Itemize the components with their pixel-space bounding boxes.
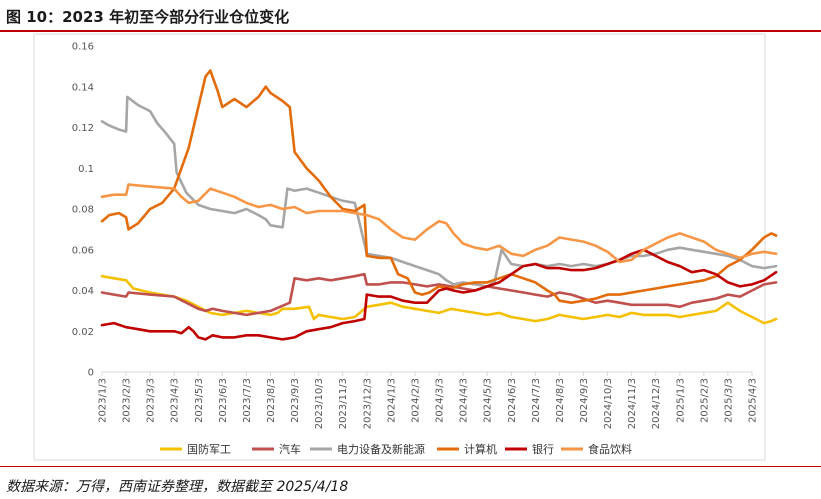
x-tick-label: 2023/11/3 xyxy=(338,378,349,429)
x-tick-label: 2023/10/3 xyxy=(314,378,325,429)
x-tick-label: 2024/1/3 xyxy=(386,378,397,423)
y-tick-label: 0.04 xyxy=(72,286,94,297)
x-tick-label: 2024/11/3 xyxy=(627,378,638,429)
x-tick-label: 2025/1/3 xyxy=(675,378,686,423)
x-tick-label: 2023/5/3 xyxy=(194,378,205,423)
top-divider xyxy=(0,30,821,32)
x-tick-label: 2024/9/3 xyxy=(579,378,590,423)
y-tick-label: 0.02 xyxy=(72,327,94,338)
x-tick-label: 2023/9/3 xyxy=(290,378,301,423)
line-chart: 0 0.02 0.04 0.06 0.08 0.1 0.12 0.14 0.16 2023/1/… xyxy=(33,33,778,461)
bottom-divider xyxy=(0,466,821,467)
x-tick-label: 2023/4/3 xyxy=(170,378,181,423)
x-tick-label: 2024/8/3 xyxy=(555,378,566,423)
x-tick-label: 2023/8/3 xyxy=(266,378,277,423)
x-tick-label: 2024/10/3 xyxy=(603,378,614,429)
series-line-汽车 xyxy=(100,272,778,317)
x-tick-label: 2023/7/3 xyxy=(242,378,253,423)
series-layer xyxy=(100,69,778,341)
x-axis: 2023/1/3 2023/2/3 2023/3/3 2023/4/3 2023/5/3… xyxy=(98,371,759,429)
x-tick-label: 2024/12/3 xyxy=(651,378,662,429)
series-line-国防军工 xyxy=(100,274,778,325)
x-tick-label: 2024/3/3 xyxy=(435,378,446,423)
y-axis: 0 0.02 0.04 0.06 0.08 0.1 0.12 0.14 0.16 xyxy=(72,42,94,379)
series-line-食品饮料 xyxy=(100,183,778,264)
y-tick-label: 0.14 xyxy=(72,82,94,93)
legend-label: 汽车 xyxy=(279,442,301,456)
y-tick-label: 0.16 xyxy=(72,42,94,53)
x-tick-label: 2023/1/3 xyxy=(98,378,109,423)
y-tick-label: 0.08 xyxy=(72,205,94,216)
y-tick-label: 0.1 xyxy=(78,164,94,175)
legend: 国防军工 汽车 电力设备及新能源 计算机 银行 食品饮料 xyxy=(160,442,632,456)
x-tick-label: 2024/4/3 xyxy=(459,378,470,423)
x-tick-label: 2025/2/3 xyxy=(699,378,710,423)
legend-label: 电力设备及新能源 xyxy=(337,442,425,456)
legend-label: 国防军工 xyxy=(187,442,231,456)
x-tick-label: 2023/3/3 xyxy=(146,378,157,423)
series-line-电力设备及新能源 xyxy=(100,95,778,288)
y-tick-label: 0.12 xyxy=(72,123,94,134)
chart-border xyxy=(33,33,766,461)
x-tick-label: 2025/3/3 xyxy=(723,378,734,423)
x-tick-label: 2025/4/3 xyxy=(748,378,759,423)
x-tick-label: 2023/2/3 xyxy=(122,378,133,423)
x-tick-label: 2024/7/3 xyxy=(531,378,542,423)
figure-title: 图 10：2023 年初至今部分行业仓位变化 xyxy=(6,8,290,26)
x-tick-label: 2023/12/3 xyxy=(362,378,373,429)
series-line-银行 xyxy=(100,248,778,341)
y-tick-label: 0.06 xyxy=(72,245,94,256)
legend-label: 银行 xyxy=(532,442,554,456)
x-tick-label: 2024/6/3 xyxy=(507,378,518,423)
y-tick-label: 0 xyxy=(88,368,94,379)
legend-label: 计算机 xyxy=(464,442,497,456)
source-note: 数据来源：万得，西南证券整理，数据截至 2025/4/18 xyxy=(6,479,349,495)
x-tick-label: 2024/5/3 xyxy=(483,378,494,423)
series-line-计算机 xyxy=(100,69,778,304)
legend-label: 食品饮料 xyxy=(588,442,632,456)
x-tick-label: 2024/2/3 xyxy=(410,378,421,423)
x-tick-label: 2023/6/3 xyxy=(218,378,229,423)
